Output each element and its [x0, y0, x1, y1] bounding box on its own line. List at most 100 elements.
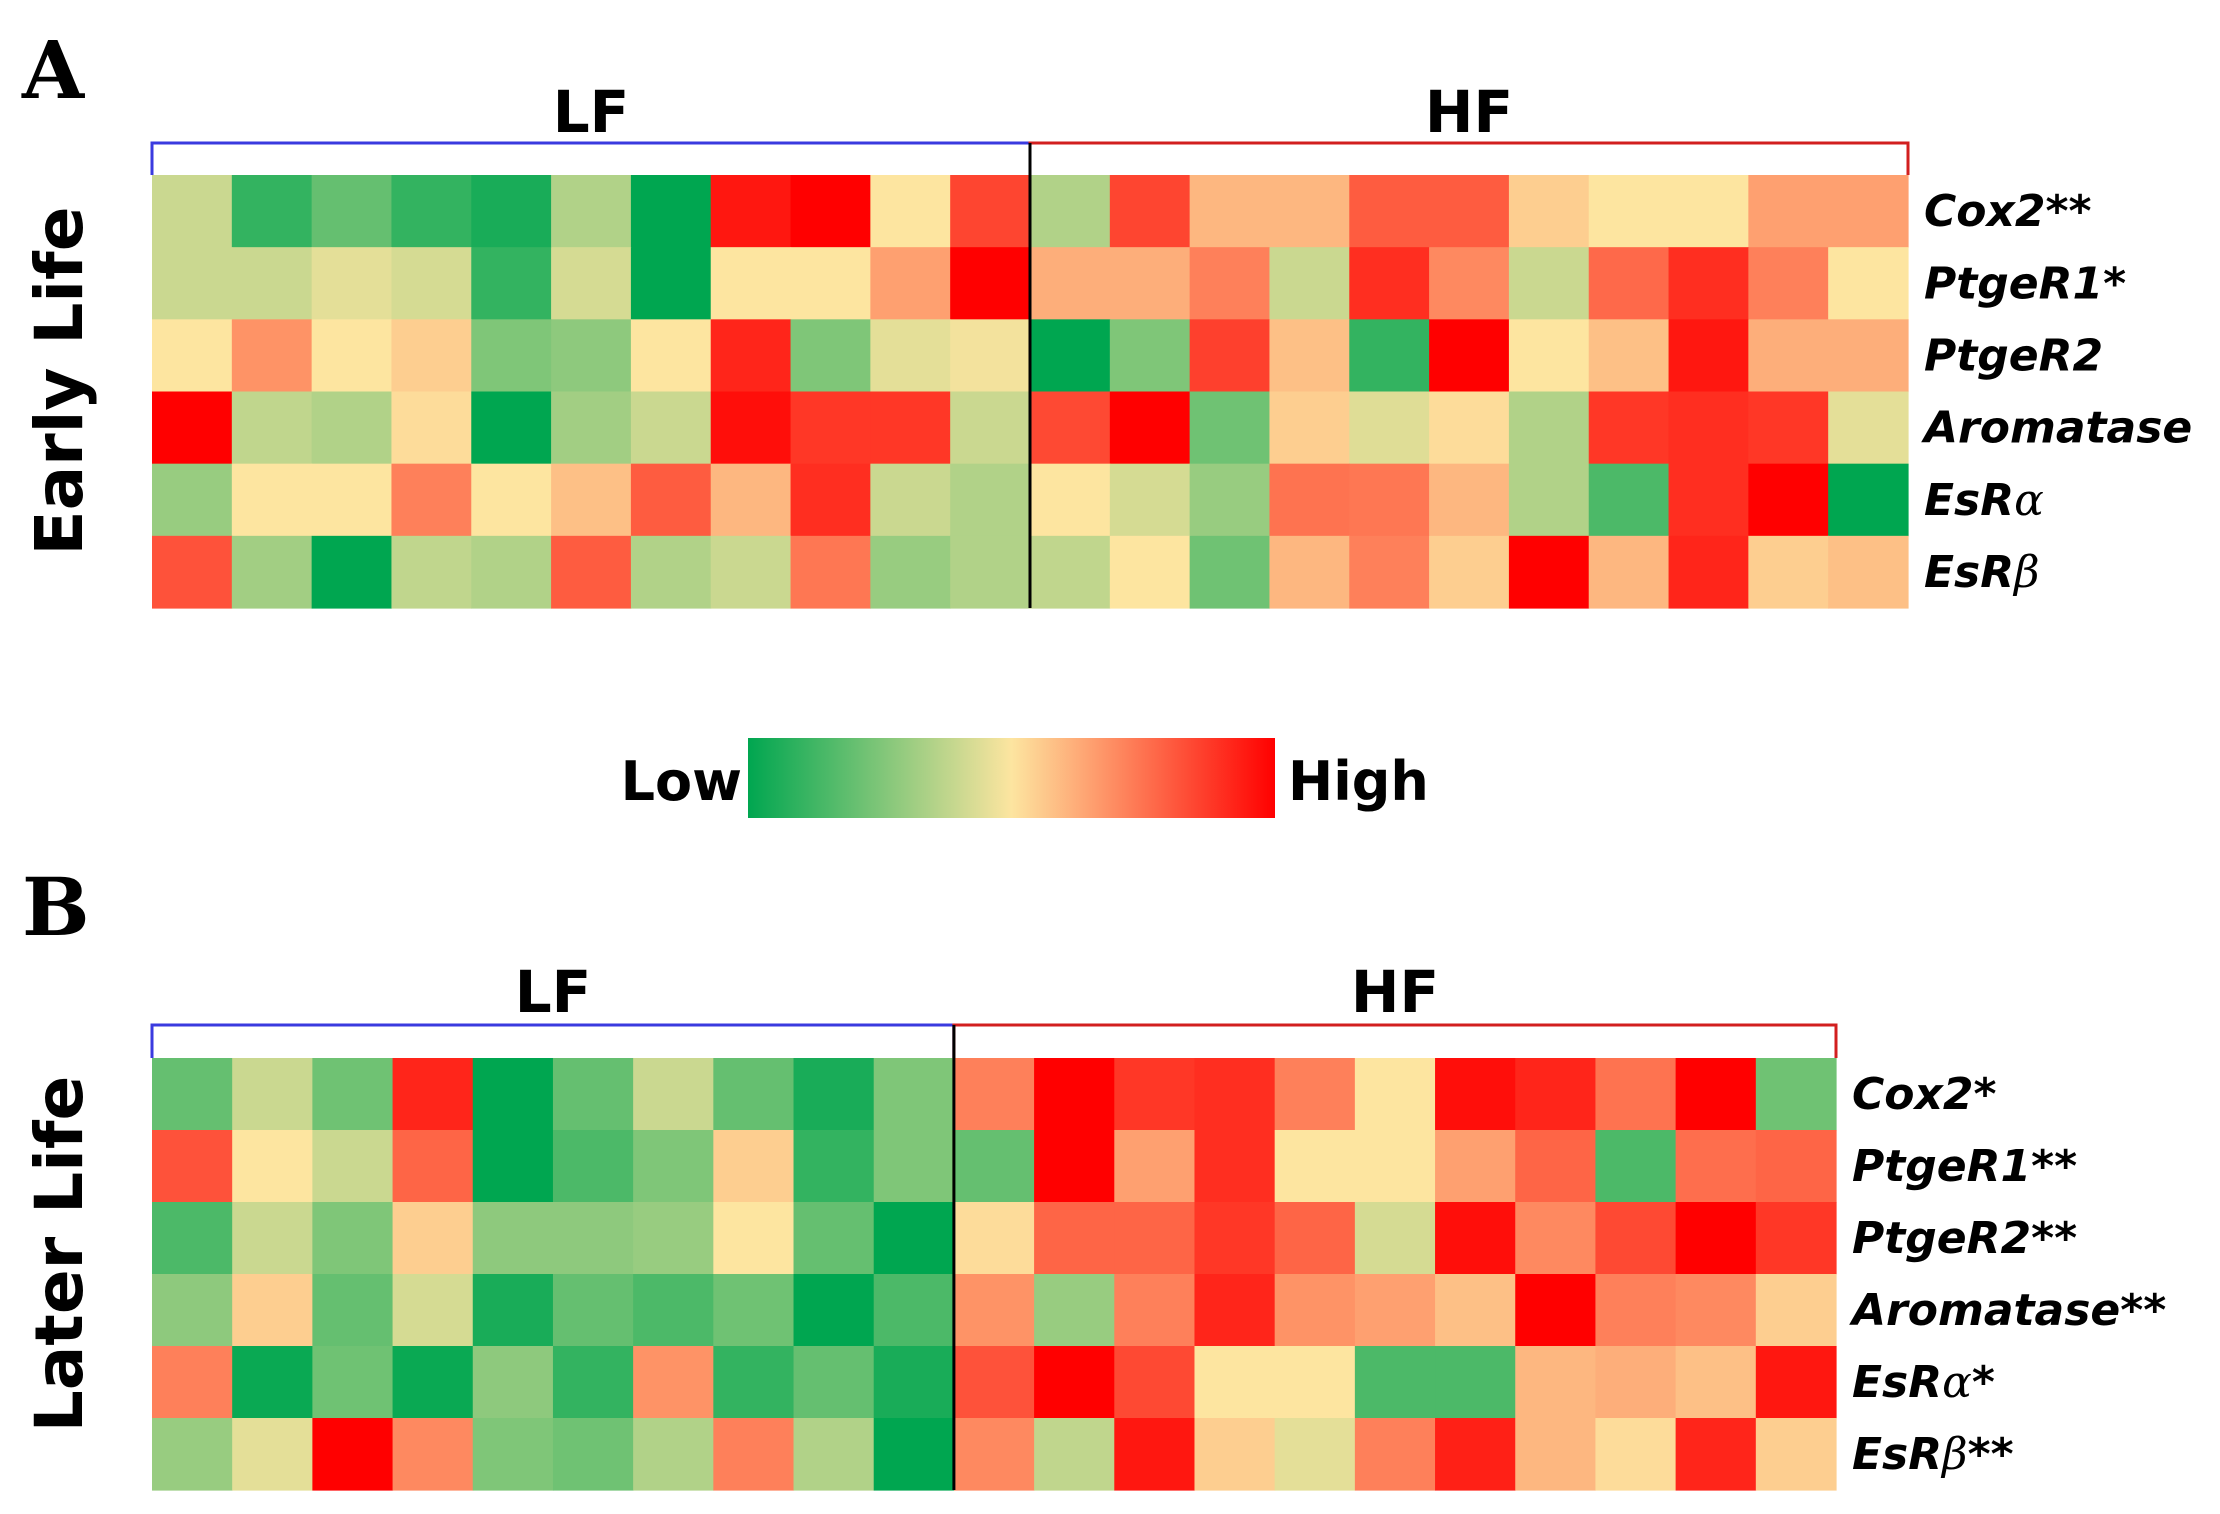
heatmap-cell-a-r3-c20 [1748, 391, 1829, 465]
heatmap-cell-a-r5-c20 [1748, 535, 1829, 609]
heatmap-cell-a-r2-c3 [391, 319, 472, 393]
heatmap-cell-b-r4-c9 [873, 1346, 955, 1419]
heatmap-cell-a-r1-c12 [1109, 247, 1191, 320]
heatmap-cell-a-r5-c7 [710, 535, 792, 609]
heatmap-cell-b-r3-c10 [953, 1274, 1035, 1347]
gene-label-a-5: EsRβ [1924, 547, 2040, 598]
heatmap-cell-b-r3-c18 [1595, 1274, 1677, 1347]
heatmap-cell-a-r2-c8 [790, 319, 871, 393]
group-label-b-hf: HF [1351, 958, 1439, 1026]
heatmap-cell-a-r0-c21 [1828, 175, 1909, 248]
panel-a-letter: A [21, 23, 85, 117]
heatmap-cell-a-r4-c1 [231, 463, 313, 537]
heatmap-cell-a-r4-c16 [1429, 463, 1510, 537]
heatmap-cell-b-r1-c3 [392, 1130, 474, 1203]
heatmap-cell-a-r5-c11 [1030, 535, 1111, 609]
heatmap-cell-b-r5-c14 [1274, 1418, 1356, 1491]
heatmap-cell-b-r3-c12 [1114, 1274, 1196, 1347]
heatmap-cell-b-r0-c16 [1435, 1058, 1516, 1131]
heatmap-cell-b-r0-c15 [1354, 1058, 1436, 1131]
heatmap-cell-b-r5-c16 [1435, 1418, 1516, 1491]
heatmap-cell-b-r2-c16 [1435, 1202, 1516, 1275]
heatmap-cell-a-r5-c12 [1109, 535, 1191, 609]
gene-label-a-1: PtgeR1* [1924, 258, 2126, 309]
heatmap-cell-a-r1-c9 [870, 247, 951, 320]
heatmap-cell-a-r1-c21 [1828, 247, 1909, 320]
heatmap-cell-b-r5-c2 [312, 1418, 394, 1491]
heatmap-cell-b-r0-c7 [713, 1058, 795, 1131]
heatmap-cell-b-r0-c9 [873, 1058, 955, 1131]
heatmap-cell-a-r5-c16 [1429, 535, 1510, 609]
heatmap-cell-a-r0-c3 [391, 175, 472, 248]
heatmap-cell-b-r4-c0 [152, 1346, 233, 1419]
heatmap-cell-a-r2-c17 [1508, 319, 1590, 393]
heatmap-cell-a-r0-c9 [870, 175, 951, 248]
heatmap-cell-a-r5-c9 [870, 535, 951, 609]
heatmap-cell-b-r0-c5 [552, 1058, 634, 1131]
heatmap-cell-b-r5-c13 [1194, 1418, 1276, 1491]
heatmap-cell-a-r3-c0 [152, 391, 233, 465]
heatmap-cell-a-r5-c2 [311, 535, 393, 609]
heatmap-cell-b-r1-c12 [1114, 1130, 1196, 1203]
heatmap-cell-a-r2-c0 [152, 319, 233, 393]
heatmap-cell-a-r5-c17 [1508, 535, 1590, 609]
panel-b-row-group-label: Later Life [21, 1076, 98, 1433]
heatmap-cell-b-r5-c19 [1675, 1418, 1757, 1491]
heatmap-cell-a-r4-c6 [630, 463, 712, 537]
heatmap-cell-a-r3-c3 [391, 391, 472, 465]
heatmap-cell-b-r0-c12 [1114, 1058, 1196, 1131]
heatmap-cell-a-r4-c0 [152, 463, 233, 537]
heatmap-cell-b-r0-c17 [1515, 1058, 1597, 1131]
heatmap-cell-b-r1-c18 [1595, 1130, 1677, 1203]
heatmap-cell-a-r3-c10 [950, 391, 1031, 465]
heatmap-cell-b-r4-c12 [1114, 1346, 1196, 1419]
heatmap-cell-b-r0-c0 [152, 1058, 233, 1131]
heatmap-cell-a-r3-c16 [1429, 391, 1510, 465]
heatmap-cell-a-r2-c14 [1269, 319, 1350, 393]
heatmap-cell-a-r5-c0 [152, 535, 233, 609]
heatmap-cell-a-r0-c15 [1349, 175, 1430, 248]
heatmap-cell-b-r4-c11 [1034, 1346, 1115, 1419]
heatmap-cell-a-r4-c14 [1269, 463, 1350, 537]
heatmap-cell-b-r3-c14 [1274, 1274, 1356, 1347]
heatmap-cell-a-r0-c8 [790, 175, 871, 248]
gene-label-a-2: PtgeR2 [1924, 330, 2103, 381]
heatmap-cell-a-r4-c20 [1748, 463, 1829, 537]
group-bracket-a-lf [150, 141, 1032, 175]
heatmap-cell-a-r4-c8 [790, 463, 871, 537]
heatmap-cell-a-r3-c2 [311, 391, 393, 465]
heatmap-cell-b-r0-c11 [1034, 1058, 1115, 1131]
heatmap-cell-b-r5-c9 [873, 1418, 955, 1491]
heatmap-cell-b-r2-c9 [873, 1202, 955, 1275]
heatmap-cell-a-r4-c21 [1828, 463, 1909, 537]
heatmap-cell-a-r1-c17 [1508, 247, 1590, 320]
heatmap-cell-b-r4-c6 [633, 1346, 714, 1419]
heatmap-cell-a-r4-c5 [551, 463, 632, 537]
heatmap-cell-b-r2-c4 [472, 1202, 554, 1275]
heatmap-cell-b-r1-c4 [472, 1130, 554, 1203]
heatmap-cell-b-r1-c8 [793, 1130, 875, 1203]
heatmap-cell-a-r4-c10 [950, 463, 1031, 537]
panel-a-row-group-label: Early Life [21, 207, 98, 556]
group-label-a-hf: HF [1425, 78, 1513, 146]
heatmap-cell-b-r2-c12 [1114, 1202, 1196, 1275]
heatmap-cell-b-r1-c9 [873, 1130, 955, 1203]
heatmap-cell-a-r2-c5 [551, 319, 632, 393]
heatmap-cell-b-r3-c4 [472, 1274, 554, 1347]
group-bracket-a-hf [1028, 141, 1910, 175]
heatmap-cell-b-r2-c11 [1034, 1202, 1115, 1275]
heatmap-cell-b-r0-c13 [1194, 1058, 1276, 1131]
group-label-b-lf: LF [515, 958, 592, 1026]
heatmap-cell-b-r1-c13 [1194, 1130, 1276, 1203]
group-bracket-b-lf [150, 1023, 956, 1058]
heatmap-cell-b-r2-c7 [713, 1202, 795, 1275]
heatmap-cell-b-r5-c8 [793, 1418, 875, 1491]
heatmap-cell-a-r5-c3 [391, 535, 472, 609]
heatmap-cell-a-r2-c21 [1828, 319, 1909, 393]
heatmap-cell-b-r5-c5 [552, 1418, 634, 1491]
heatmap-cell-a-r3-c1 [231, 391, 313, 465]
heatmap-cell-b-r2-c19 [1675, 1202, 1757, 1275]
heatmap-cell-a-r4-c15 [1349, 463, 1430, 537]
heatmap-cell-b-r4-c18 [1595, 1346, 1677, 1419]
heatmap-cell-a-r0-c2 [311, 175, 393, 248]
